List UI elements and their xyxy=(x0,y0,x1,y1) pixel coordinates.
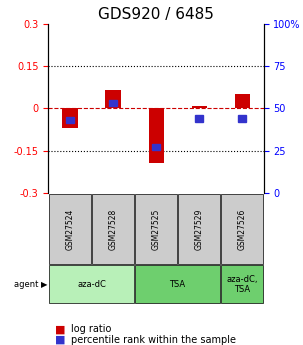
Text: GSM27525: GSM27525 xyxy=(152,208,161,249)
Text: ■: ■ xyxy=(55,325,65,334)
Bar xyxy=(195,116,203,122)
Text: GSM27524: GSM27524 xyxy=(65,208,75,249)
Text: aza-dC,
TSA: aza-dC, TSA xyxy=(226,275,258,294)
Bar xyxy=(152,144,160,150)
Bar xyxy=(105,90,121,108)
Bar xyxy=(49,265,134,303)
Text: agent ▶: agent ▶ xyxy=(14,280,48,289)
Text: GSM27526: GSM27526 xyxy=(238,208,247,249)
Bar xyxy=(62,108,78,128)
Bar xyxy=(178,194,220,264)
Text: TSA: TSA xyxy=(169,280,186,289)
Bar xyxy=(49,194,91,264)
Bar xyxy=(92,194,134,264)
Text: log ratio: log ratio xyxy=(71,325,112,334)
Bar xyxy=(238,116,246,122)
Text: ■: ■ xyxy=(55,335,65,345)
Bar xyxy=(221,265,263,303)
Bar xyxy=(109,100,117,107)
Bar xyxy=(135,265,220,303)
Bar xyxy=(66,117,74,124)
Text: aza-dC: aza-dC xyxy=(77,280,106,289)
Bar xyxy=(221,194,263,264)
Title: GDS920 / 6485: GDS920 / 6485 xyxy=(98,7,214,22)
Bar xyxy=(191,106,207,108)
Bar xyxy=(135,194,177,264)
Bar xyxy=(148,108,164,163)
Text: percentile rank within the sample: percentile rank within the sample xyxy=(71,335,236,345)
Text: GSM27528: GSM27528 xyxy=(108,208,118,249)
Text: GSM27529: GSM27529 xyxy=(195,208,204,249)
Bar xyxy=(235,95,250,108)
